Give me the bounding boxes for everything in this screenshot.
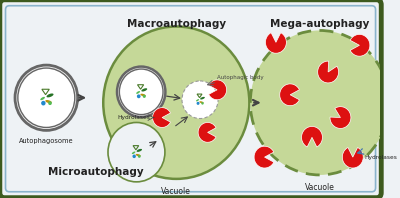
Circle shape — [196, 102, 200, 105]
Ellipse shape — [45, 100, 52, 103]
Wedge shape — [254, 146, 274, 168]
Circle shape — [18, 68, 75, 128]
Circle shape — [117, 67, 165, 117]
Text: Hydrolases: Hydrolases — [364, 155, 397, 160]
Circle shape — [138, 155, 141, 158]
Circle shape — [108, 123, 165, 182]
Circle shape — [137, 94, 140, 98]
Circle shape — [119, 69, 163, 115]
Ellipse shape — [40, 97, 45, 100]
Wedge shape — [198, 123, 216, 142]
Circle shape — [201, 102, 204, 105]
Text: Hydrolases: Hydrolases — [118, 115, 151, 120]
Text: Autophagic body: Autophagic body — [217, 75, 264, 80]
Wedge shape — [302, 127, 322, 147]
Ellipse shape — [132, 151, 135, 154]
Text: Vacuole: Vacuole — [305, 183, 334, 192]
Wedge shape — [350, 34, 370, 56]
Circle shape — [250, 30, 389, 175]
Ellipse shape — [136, 91, 140, 94]
Wedge shape — [152, 108, 170, 128]
Text: Macroautophagy: Macroautophagy — [127, 19, 226, 29]
Wedge shape — [342, 148, 363, 168]
Circle shape — [103, 27, 249, 179]
Text: Vacuole: Vacuole — [161, 187, 191, 196]
Circle shape — [48, 101, 52, 105]
Ellipse shape — [141, 88, 147, 91]
Ellipse shape — [196, 99, 199, 101]
Circle shape — [143, 95, 146, 98]
Wedge shape — [209, 80, 226, 100]
Circle shape — [15, 65, 78, 130]
Text: Autophagosome: Autophagosome — [19, 138, 74, 144]
FancyBboxPatch shape — [0, 0, 381, 198]
Ellipse shape — [46, 93, 54, 97]
Wedge shape — [330, 107, 351, 129]
Ellipse shape — [199, 101, 204, 103]
Circle shape — [132, 155, 136, 158]
Ellipse shape — [140, 94, 146, 96]
Circle shape — [182, 81, 218, 119]
Text: Mega-autophagy: Mega-autophagy — [270, 19, 369, 29]
Ellipse shape — [136, 149, 142, 152]
Text: Microautophagy: Microautophagy — [48, 167, 144, 177]
Wedge shape — [318, 61, 338, 83]
Circle shape — [41, 101, 46, 106]
Ellipse shape — [200, 97, 205, 99]
Ellipse shape — [136, 154, 141, 156]
Wedge shape — [280, 84, 300, 106]
Wedge shape — [266, 33, 286, 53]
